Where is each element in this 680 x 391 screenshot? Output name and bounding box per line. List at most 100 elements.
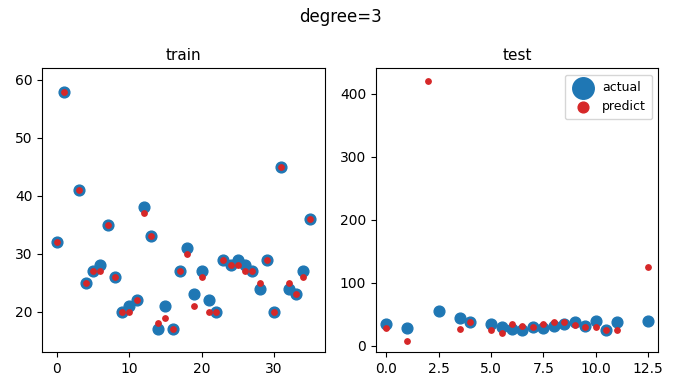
- actual: [496, 324, 507, 330]
- Point: [146, 233, 156, 240]
- actual: [590, 317, 601, 324]
- predict: [381, 325, 392, 332]
- Point: [116, 308, 127, 315]
- predict: [538, 321, 549, 327]
- Point: [131, 297, 142, 303]
- Point: [116, 308, 127, 315]
- actual: [464, 319, 475, 325]
- predict: [464, 319, 475, 325]
- Point: [175, 268, 186, 274]
- Point: [189, 291, 200, 298]
- Point: [138, 204, 149, 210]
- Point: [52, 239, 63, 245]
- predict: [548, 319, 559, 325]
- predict: [486, 327, 496, 333]
- Point: [233, 256, 243, 263]
- actual: [580, 323, 591, 329]
- Point: [160, 303, 171, 309]
- Point: [146, 233, 156, 240]
- Point: [73, 187, 84, 193]
- Point: [254, 280, 265, 286]
- Point: [218, 256, 229, 263]
- Point: [175, 268, 186, 274]
- Point: [88, 268, 99, 274]
- Point: [290, 291, 301, 298]
- predict: [528, 324, 539, 330]
- Legend: actual, predict: actual, predict: [564, 75, 652, 119]
- Point: [283, 285, 294, 292]
- actual: [402, 325, 413, 332]
- Point: [203, 297, 214, 303]
- Point: [218, 256, 229, 263]
- Point: [73, 187, 84, 193]
- Point: [182, 245, 192, 251]
- predict: [611, 327, 622, 333]
- Point: [276, 164, 287, 170]
- predict: [423, 78, 434, 84]
- Point: [88, 268, 99, 274]
- Point: [189, 303, 200, 309]
- Point: [262, 256, 273, 263]
- predict: [600, 327, 611, 333]
- Point: [276, 164, 287, 170]
- predict: [643, 264, 653, 270]
- actual: [611, 319, 622, 325]
- predict: [507, 321, 517, 327]
- actual: [517, 327, 528, 333]
- Point: [283, 280, 294, 286]
- Point: [80, 280, 91, 286]
- Point: [290, 291, 301, 298]
- actual: [433, 308, 444, 314]
- Point: [109, 274, 120, 280]
- Point: [298, 268, 309, 274]
- Point: [225, 262, 236, 269]
- Point: [109, 274, 120, 280]
- Point: [225, 262, 236, 269]
- Point: [240, 268, 251, 274]
- actual: [381, 321, 392, 327]
- predict: [402, 338, 413, 344]
- Point: [167, 326, 178, 332]
- Point: [240, 262, 251, 269]
- Point: [153, 320, 164, 326]
- Point: [305, 216, 316, 222]
- actual: [600, 327, 611, 333]
- Point: [58, 88, 69, 95]
- Point: [95, 262, 106, 269]
- Point: [197, 268, 207, 274]
- actual: [528, 324, 539, 330]
- Point: [95, 268, 106, 274]
- actual: [559, 321, 570, 327]
- predict: [559, 319, 570, 325]
- Text: degree=3: degree=3: [299, 8, 381, 26]
- actual: [548, 323, 559, 329]
- Point: [58, 88, 69, 95]
- actual: [643, 317, 653, 324]
- Point: [203, 308, 214, 315]
- Point: [80, 280, 91, 286]
- Point: [160, 314, 171, 321]
- Point: [102, 222, 113, 228]
- predict: [454, 326, 465, 332]
- Point: [269, 308, 279, 315]
- predict: [496, 330, 507, 337]
- Point: [52, 239, 63, 245]
- Point: [233, 262, 243, 269]
- Point: [138, 210, 149, 216]
- predict: [569, 322, 580, 328]
- Point: [298, 274, 309, 280]
- Point: [262, 256, 273, 263]
- actual: [507, 326, 517, 332]
- Title: test: test: [503, 48, 532, 63]
- Point: [182, 251, 192, 257]
- Point: [197, 274, 207, 280]
- Point: [254, 285, 265, 292]
- Point: [305, 216, 316, 222]
- actual: [569, 319, 580, 325]
- actual: [538, 325, 549, 332]
- actual: [486, 321, 496, 327]
- Point: [211, 308, 222, 315]
- Point: [211, 308, 222, 315]
- Point: [247, 268, 258, 274]
- Point: [269, 308, 279, 315]
